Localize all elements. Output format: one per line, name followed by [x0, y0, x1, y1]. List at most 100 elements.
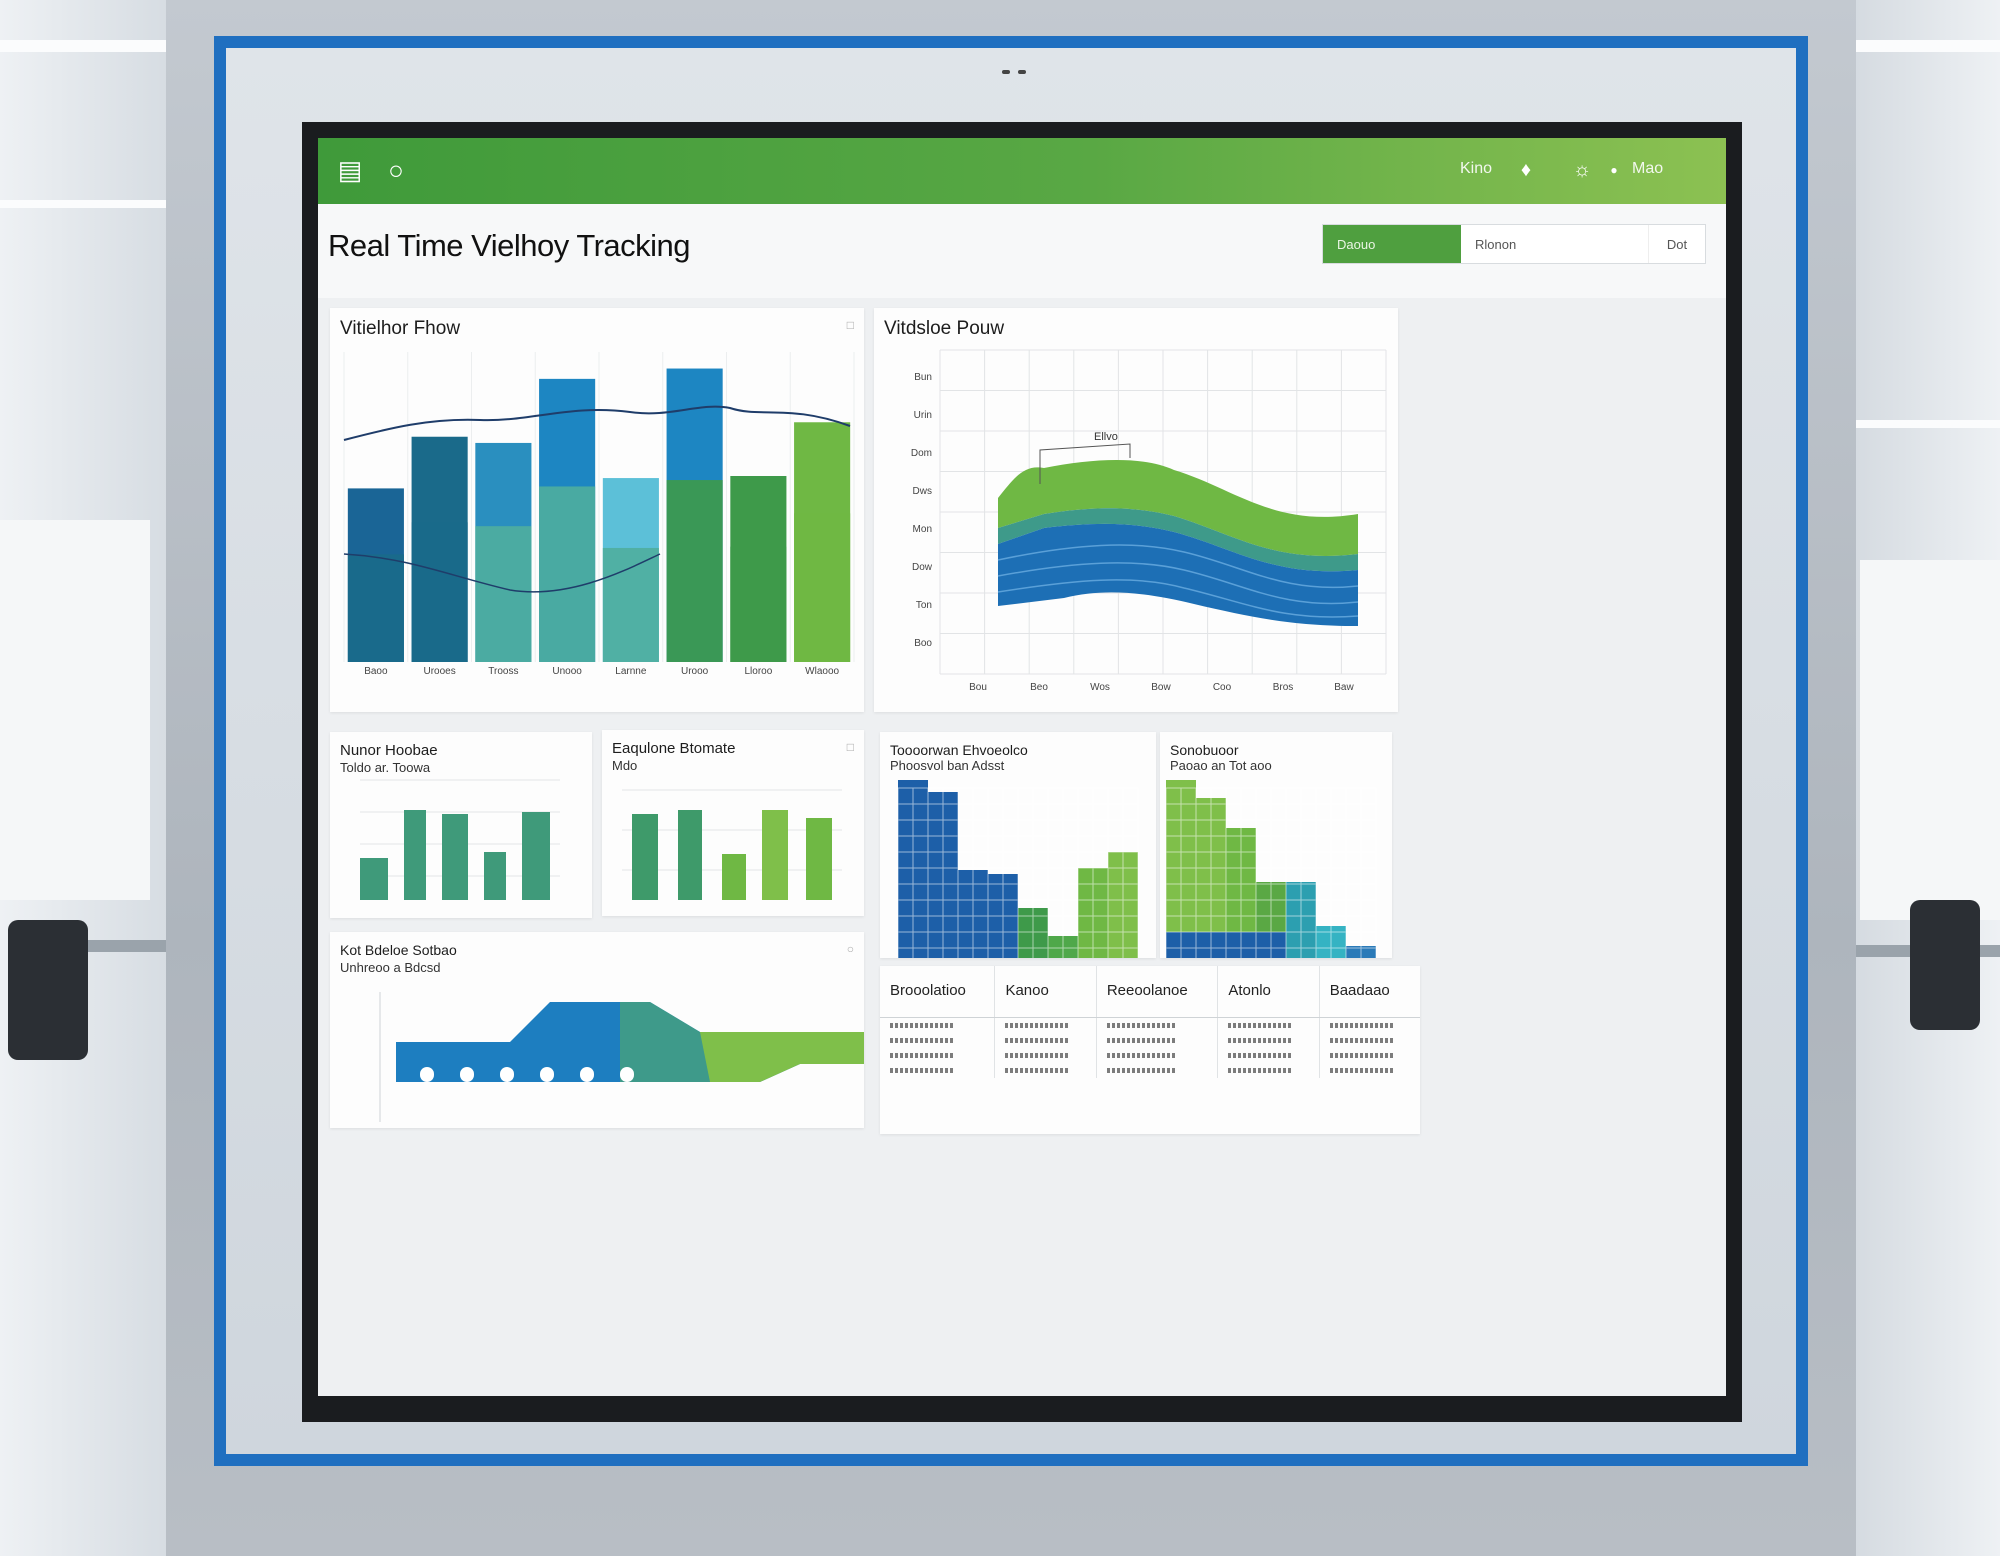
panel-subtitle: Paoao an Tot aoo [1170, 758, 1272, 773]
stacked-bar-chart-2 [1165, 780, 1377, 958]
table-header[interactable]: Brooolatioo [880, 966, 996, 1018]
bar-segment [539, 486, 596, 662]
y-tick-label: Dom [911, 448, 932, 459]
view-toggle-option-1[interactable]: Daouo [1323, 225, 1461, 263]
x-tick-label: Baw [1334, 682, 1354, 693]
person-figure [442, 814, 468, 900]
wallet-icon[interactable]: ▤ [337, 155, 363, 185]
table-cell [994, 1048, 1097, 1063]
cell-placeholder [890, 1053, 954, 1058]
table-cell [1319, 1018, 1420, 1034]
cell-placeholder [1329, 1023, 1394, 1028]
more-icon[interactable]: □ [846, 318, 854, 332]
more-icon[interactable]: □ [846, 740, 854, 754]
cell-placeholder [1005, 1068, 1070, 1073]
table-header[interactable]: Atonlo [1217, 966, 1320, 1018]
view-toggle-option-2[interactable]: Rlonon [1461, 225, 1649, 263]
table-cell [994, 1017, 1097, 1033]
page-title: Real Time Vielhoy Tracking [328, 228, 691, 263]
panel-title: Toooorwan Ehvoeolco [890, 742, 1028, 758]
x-tick-label: Bow [1151, 682, 1171, 693]
headset-icon[interactable]: ○ [388, 155, 404, 185]
x-tick-label: Coo [1213, 682, 1232, 693]
person-figure [762, 810, 788, 900]
x-tick-label: Baoo [364, 666, 388, 677]
cell-placeholder [1329, 1068, 1394, 1073]
dot-icon: ● [1610, 163, 1618, 177]
area-cutout [620, 1067, 634, 1082]
header-link-1[interactable]: Kino [1460, 160, 1493, 177]
cell-placeholder [890, 1038, 954, 1043]
cell-placeholder [1106, 1023, 1177, 1028]
trend-line-secondary [343, 553, 661, 593]
table-row[interactable] [880, 1048, 1420, 1063]
area-cutout [580, 1067, 594, 1082]
view-toggle-option-3[interactable]: Dot [1666, 236, 1688, 252]
table-cell [1217, 1017, 1320, 1033]
top-bar: ▤ ○ Kino ♦ ☼ ● Mao [318, 138, 1726, 204]
cell-placeholder [1106, 1068, 1177, 1073]
table-row[interactable] [880, 1063, 1420, 1078]
y-tick-label: Dow [912, 562, 933, 573]
table-cell [880, 1017, 996, 1033]
table-header[interactable]: Kanoo [994, 966, 1097, 1018]
table-row[interactable] [880, 1033, 1420, 1048]
table-cell [1319, 1063, 1420, 1078]
kiosk-stand: ▤ ○ Kino ♦ ☼ ● Mao Real Time Vielhoy Tra… [166, 0, 1856, 1556]
screen-frame: ▤ ○ Kino ♦ ☼ ● Mao Real Time Vielhoy Tra… [302, 122, 1742, 1422]
panel-subtitle: Unhreoo a Bdcsd [340, 960, 441, 975]
x-tick-label: Bou [969, 682, 987, 693]
person-figure [522, 812, 550, 900]
person-figure [806, 818, 832, 900]
x-tick-label: Urooo [681, 666, 709, 677]
chat-icon[interactable]: ☼ [1572, 159, 1592, 181]
x-tick-label: Beo [1030, 682, 1048, 693]
x-tick-label: Bros [1273, 682, 1294, 693]
table-cell [1319, 1048, 1420, 1063]
x-tick-label: Lloroo [744, 666, 772, 677]
cell-placeholder [1329, 1038, 1394, 1043]
area-band-green [998, 460, 1358, 556]
visitor-flow-chart: Baoo Urooes Trooss Unooo Larnne Urooo Lloroo Wl… [343, 352, 855, 677]
cell-placeholder [1005, 1053, 1070, 1058]
y-tick-label: Dws [913, 486, 932, 497]
area-band-lines [997, 544, 1359, 618]
cell-placeholder [890, 1068, 954, 1073]
ceiling-light [1850, 40, 2000, 52]
table-cell [994, 1033, 1097, 1048]
table-header[interactable]: Reeoolanoe [1096, 966, 1219, 1018]
visitor-pour-panel: Vitdsloe Pouw Bun Urin Dom Dws Mon Dow Ton Boo … [874, 308, 1398, 712]
stacked-chart-panel-1: Toooorwan Ehvoeolco Phoosvol ban Adsst [880, 732, 1156, 958]
table-cell [1217, 1048, 1320, 1063]
visitor-table: Brooolatioo Kanoo Reeoolanoe Atonlo Baad… [880, 966, 1420, 1134]
title-row: Real Time Vielhoy Tracking Daouo Rlonon … [318, 204, 1726, 298]
x-tick-label: Trooss [488, 666, 518, 677]
person-figure [360, 858, 388, 900]
bottom-area-panel: Kot Bdeloe Sotbao Unhreoo a Bdcsd ○ [330, 932, 864, 1128]
panel-title: Eaqulone Btomate [612, 740, 736, 757]
x-tick-label: Larnne [615, 666, 647, 677]
table-cell [1217, 1063, 1320, 1078]
y-tick-label: Boo [914, 638, 932, 649]
bar-segment [602, 547, 659, 662]
visitor-pour-chart: Bun Urin Dom Dws Mon Dow Ton Boo Bou Beo Wos Bow Co… [911, 349, 1387, 693]
data-table: Brooolatioo Kanoo Reeoolanoe Atonlo Baad… [880, 966, 1420, 1078]
person-figure [632, 814, 658, 900]
person-figure [404, 810, 426, 900]
table-row[interactable] [880, 1017, 1420, 1034]
y-tick-label: Urin [914, 410, 932, 421]
cell-placeholder [1228, 1038, 1293, 1043]
cell-placeholder [1005, 1023, 1070, 1028]
office-background-left [0, 0, 170, 1556]
table-cell [880, 1033, 996, 1048]
header-link-2[interactable]: Mao [1632, 160, 1664, 177]
x-tick-label: Urooes [424, 666, 456, 677]
bell-icon[interactable]: ♦ [1520, 159, 1532, 181]
cell-placeholder [890, 1023, 954, 1028]
y-tick-label: Ton [916, 600, 932, 611]
table-header[interactable]: Baadaao [1319, 966, 1420, 1018]
panel-title: Nunor Hoobae [340, 742, 438, 759]
people-chart-1 [360, 779, 560, 900]
dashboard-screen: ▤ ○ Kino ♦ ☼ ● Mao Real Time Vielhoy Tra… [318, 138, 1726, 1396]
more-icon[interactable]: ○ [846, 942, 854, 956]
